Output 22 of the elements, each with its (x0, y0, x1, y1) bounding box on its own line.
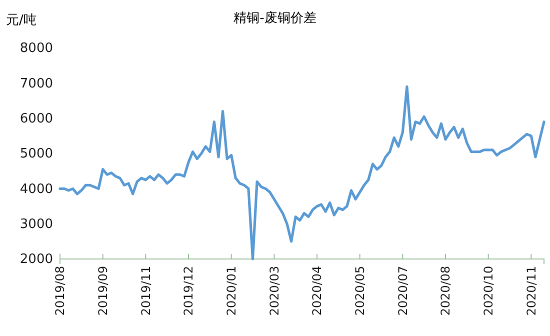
x-tick-label: 2020/01 (224, 266, 239, 316)
y-axis-title: 元/吨 (6, 13, 36, 28)
y-tick-label: 8000 (20, 41, 53, 56)
y-tick-label: 6000 (20, 111, 53, 126)
x-tick-label: 2019/08 (53, 266, 68, 316)
chart-title: 精铜-废铜价差 (234, 11, 316, 26)
x-tick-label: 2020/05 (353, 266, 368, 316)
x-tick-label: 2019/12 (182, 266, 196, 316)
x-tick-label: 2020/11 (524, 266, 538, 316)
y-tick-label: 3000 (20, 216, 53, 232)
x-tick-label: 2019/11 (138, 266, 153, 316)
y-tick-label: 5000 (20, 146, 53, 162)
x-tick-label: 2020/08 (438, 266, 453, 316)
y-tick-label: 7000 (20, 76, 53, 92)
x-tick-label: 2020/03 (267, 266, 282, 316)
y-tick-label: 2000 (20, 252, 53, 268)
y-tick-label: 4000 (20, 182, 53, 197)
x-tick-label: 2020/04 (310, 266, 324, 316)
x-tick-label: 2019/09 (96, 266, 110, 316)
line-series (58, 85, 546, 260)
x-tick-label: 2020/10 (482, 266, 496, 316)
x-tick-label: 2020/07 (396, 266, 410, 316)
